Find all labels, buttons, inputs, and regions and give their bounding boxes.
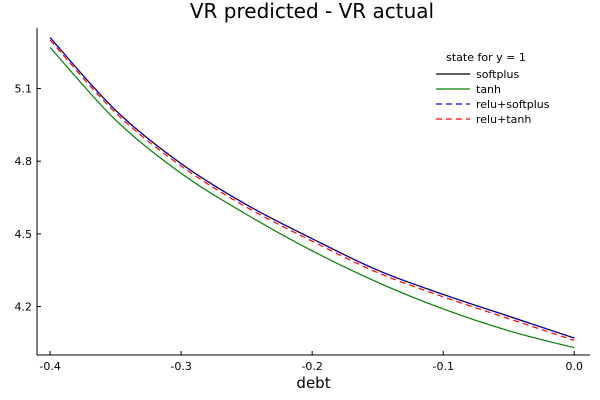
- series-lines: [49, 37, 575, 349]
- legend-label-relu-tanh: relu+tanh: [476, 113, 531, 126]
- x-axis-ticks: -0.4 -0.3 -0.2 -0.1 0.0: [39, 351, 583, 373]
- x-tick-label: -0.3: [170, 360, 191, 373]
- legend-title: state for y = 1: [446, 51, 526, 64]
- y-tick-label: 4.2: [15, 301, 33, 314]
- y-tick-label: 4.5: [15, 228, 33, 241]
- legend: state for y = 1 softplus tanh relu+softplu…: [436, 51, 550, 126]
- legend-label-softplus: softplus: [476, 68, 519, 81]
- y-tick-label: 4.8: [15, 155, 33, 168]
- y-axis-ticks: 4.2 4.5 4.8 5.1: [15, 83, 41, 314]
- chart-title: VR predicted - VR actual: [190, 0, 434, 23]
- series-line-tanh: [49, 46, 575, 349]
- y-tick-label: 5.1: [15, 83, 33, 96]
- x-tick-label: -0.2: [301, 360, 322, 373]
- series-line-relu-softplus: [49, 37, 575, 339]
- x-tick-label: -0.1: [432, 360, 453, 373]
- x-tick-label: -0.4: [39, 360, 60, 373]
- x-tick-label: 0.0: [566, 360, 584, 373]
- x-axis-label: debt: [296, 374, 330, 392]
- series-line-relu-tanh: [49, 39, 575, 342]
- legend-label-relu-softplus: relu+softplus: [476, 98, 550, 111]
- legend-label-tanh: tanh: [476, 83, 501, 96]
